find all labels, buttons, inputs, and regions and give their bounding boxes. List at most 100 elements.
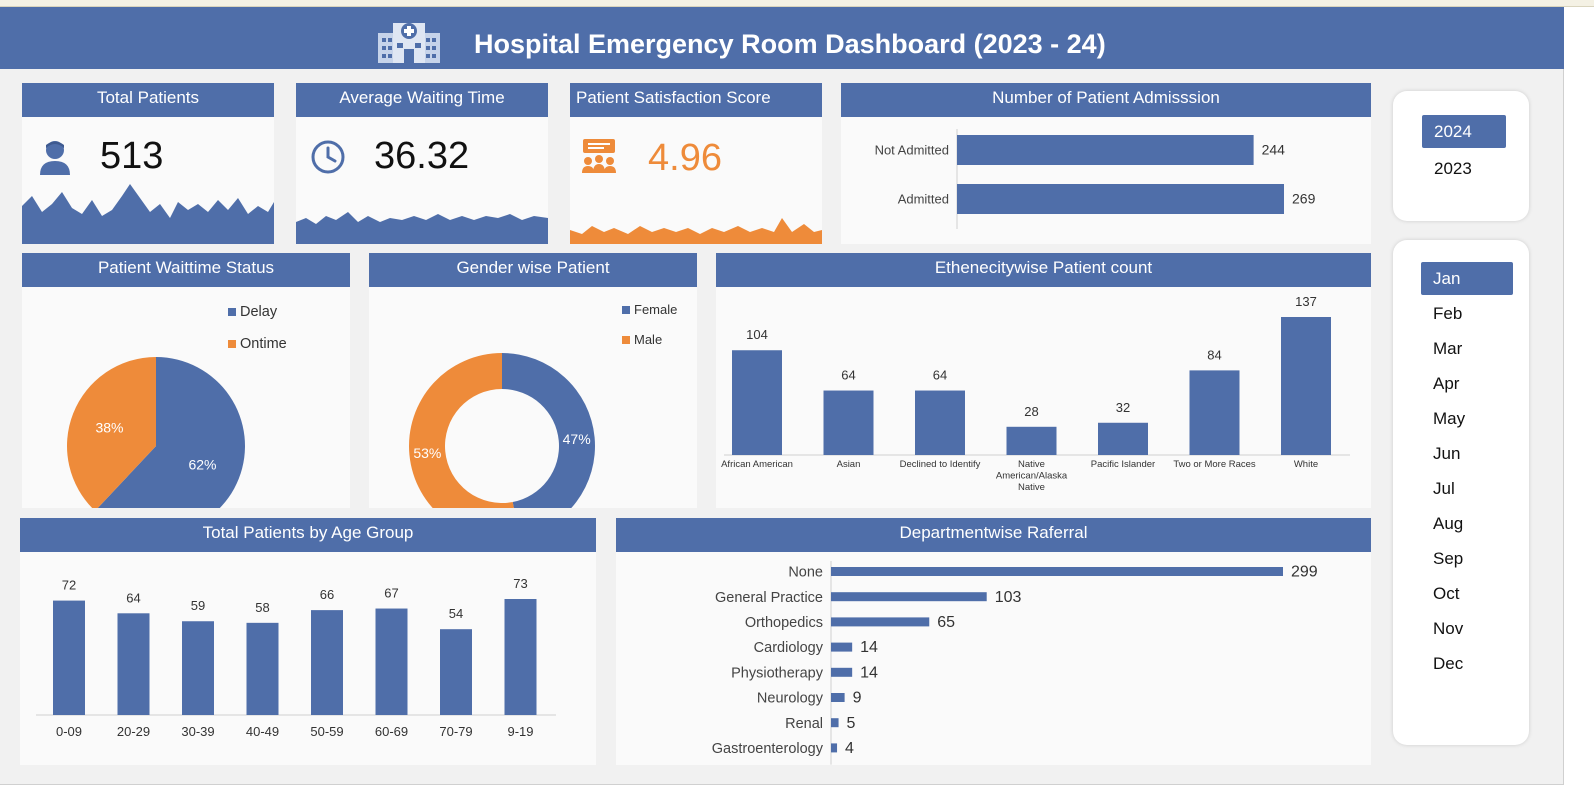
chart-card-gender: Gender wise Patient 47% Female 53% Male xyxy=(369,253,697,508)
slicer-month-dec[interactable]: Dec xyxy=(1433,654,1464,673)
category-label: 40-49 xyxy=(246,724,279,739)
waittime-pie-chart: 62% Delay 38% Ontime xyxy=(67,304,287,508)
category-label: Gastroenterology xyxy=(712,741,824,757)
category-label: 70-79 xyxy=(439,724,472,739)
category-label: 20-29 xyxy=(117,724,150,739)
top-strip xyxy=(0,0,1594,7)
chart-title: Ethenecitywise Patient count xyxy=(716,253,1371,287)
category-label: Declined to Identify xyxy=(900,459,981,470)
legend-swatch xyxy=(228,340,236,348)
kpi-title: Patient Satisfaction Score xyxy=(570,83,822,117)
slicer-month-sep[interactable]: Sep xyxy=(1433,549,1464,568)
sparkline xyxy=(570,218,822,244)
slicer-month-apr[interactable]: Apr xyxy=(1433,374,1460,393)
slicer-month-jul[interactable]: Jul xyxy=(1433,479,1455,498)
category-label: Two or More Races xyxy=(1173,459,1256,470)
month-slicer: Jan Feb Mar Apr May Jun Jul Aug Sep Oct Nov Dec xyxy=(1393,240,1529,745)
bar xyxy=(831,567,1283,576)
slicer-month-feb[interactable]: Feb xyxy=(1433,304,1463,323)
category-label: Pacific Islander xyxy=(1091,459,1155,470)
ethnicity-bar-chart: 104 African American 64 Asian 64 Declined to … xyxy=(721,294,1350,493)
gender-donut-chart: 47% Female 53% Male xyxy=(409,302,677,508)
category-label: 0-09 xyxy=(56,724,82,739)
bar xyxy=(440,629,472,715)
data-label: 65 xyxy=(937,614,955,631)
data-label: 64 xyxy=(126,590,140,605)
data-label: 14 xyxy=(860,639,878,656)
bar xyxy=(504,599,537,715)
bar xyxy=(831,743,838,753)
slicer-month-may[interactable]: May xyxy=(1433,409,1466,428)
data-label: 137 xyxy=(1295,294,1317,309)
data-label: 104 xyxy=(746,327,768,342)
chart-title: Departmentwise Raferral xyxy=(616,518,1371,552)
slicer-year-2023[interactable]: 2023 xyxy=(1434,159,1472,178)
category-label: 9-19 xyxy=(507,724,533,739)
referral-bar-chart: None 299 General Practice 103 Orthopedics 65 C… xyxy=(712,561,1318,765)
slicer-month-aug[interactable]: Aug xyxy=(1433,514,1464,533)
slice-label: 53% xyxy=(413,445,441,461)
data-label: 32 xyxy=(1116,400,1130,415)
kpi-value: 4.96 xyxy=(648,137,722,179)
category-label: Admitted xyxy=(898,192,949,207)
bar xyxy=(182,621,214,715)
legend-entry: Ontime xyxy=(240,336,287,352)
age-group-bar-chart: 72 0-09 64 20-29 59 30-39 58 40-49 66 50-59 67 60-6… xyxy=(36,576,556,739)
clock-icon xyxy=(311,140,345,174)
category-label: 50-59 xyxy=(310,724,343,739)
bar xyxy=(246,622,279,715)
chart-card-waittime: Patient Waittime Status 62% Delay 38% Ontim… xyxy=(22,253,350,508)
category-label: Not Admitted xyxy=(875,143,949,158)
bar xyxy=(831,642,853,652)
chart-card-referral: Departmentwise Raferral None 299 General P… xyxy=(616,518,1371,765)
data-label: 54 xyxy=(449,606,463,621)
hospital-icon xyxy=(378,23,440,63)
legend-swatch xyxy=(622,336,630,344)
bar xyxy=(915,390,965,455)
category-label: Neurology xyxy=(757,691,824,707)
year-slicer: 2024 2023 xyxy=(1393,91,1529,221)
data-label: 9 xyxy=(853,690,862,707)
slice xyxy=(67,357,156,508)
kpi-total-patients: Total Patients 513 xyxy=(22,83,274,244)
chart-title: Gender wise Patient xyxy=(369,253,697,287)
dashboard-header: Hospital Emergency Room Dashboard (2023 … xyxy=(0,7,1564,69)
slice xyxy=(409,353,514,508)
legend-entry: Female xyxy=(634,302,677,317)
bar xyxy=(831,667,853,677)
chart-title: Total Patients by Age Group xyxy=(20,518,596,552)
category-label: None xyxy=(788,565,823,581)
slicer-month-jun[interactable]: Jun xyxy=(1433,444,1461,463)
chart-card-admission: Number of Patient Admisssion Not Admitte… xyxy=(841,83,1371,244)
sparkline xyxy=(296,212,548,244)
data-label: 269 xyxy=(1292,191,1316,207)
slicer-month-jan[interactable]: Jan xyxy=(1421,262,1513,295)
feedback-icon xyxy=(582,139,616,173)
kpi-title: Average Waiting Time xyxy=(296,83,548,117)
category-label: Native American/Alaska Native xyxy=(996,459,1068,493)
data-label: 66 xyxy=(320,587,334,602)
bar xyxy=(117,613,150,715)
bar xyxy=(831,592,987,602)
slicer-month-nov[interactable]: Nov xyxy=(1433,619,1464,638)
data-label: 64 xyxy=(933,368,947,383)
data-label: 59 xyxy=(191,598,205,613)
bar xyxy=(1189,370,1240,455)
bar xyxy=(957,135,1254,165)
data-label: 5 xyxy=(847,715,856,732)
dashboard-title: Hospital Emergency Room Dashboard (2023 … xyxy=(474,29,1106,59)
kpi-patient-satisfaction: Patient Satisfaction Score 4.96 xyxy=(570,83,822,244)
slicer-month-oct[interactable]: Oct xyxy=(1433,584,1460,603)
category-label: White xyxy=(1294,459,1318,470)
data-label: 28 xyxy=(1024,404,1038,419)
kpi-value: 36.32 xyxy=(374,135,470,177)
data-label: 64 xyxy=(841,368,855,383)
admission-chart: Not Admitted 244 Admitted 269 xyxy=(875,129,1316,229)
slicer-month-mar[interactable]: Mar xyxy=(1433,339,1463,358)
data-label: 14 xyxy=(860,664,878,681)
slice xyxy=(502,353,595,508)
data-label: 299 xyxy=(1291,564,1318,581)
slicer-year-2024[interactable]: 2024 xyxy=(1422,115,1506,148)
category-label: Cardiology xyxy=(754,640,824,656)
